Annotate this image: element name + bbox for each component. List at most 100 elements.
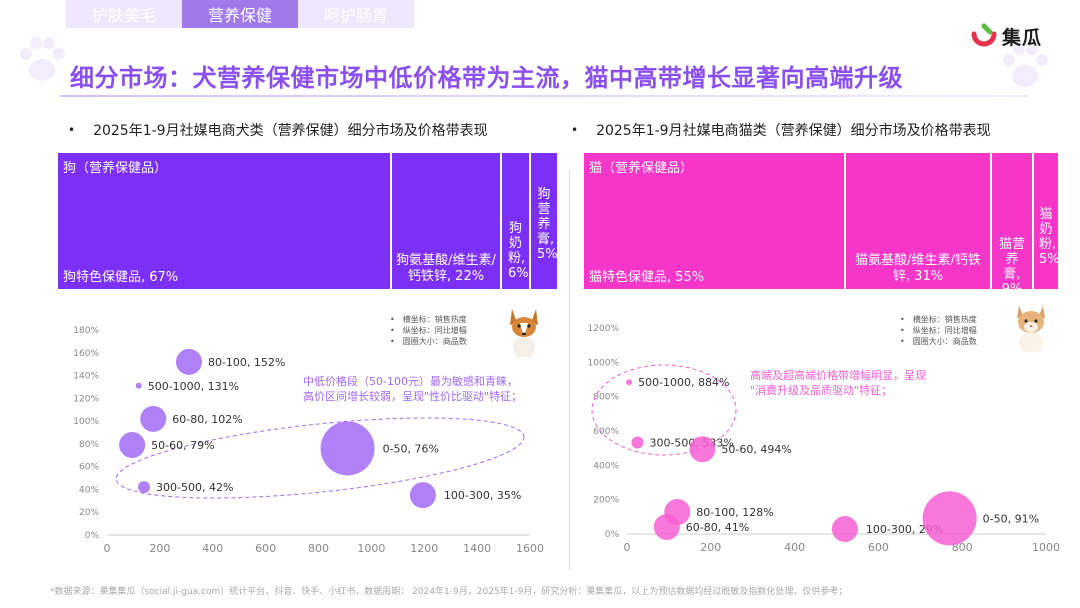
bullet: • bbox=[68, 123, 76, 137]
bullet: • bbox=[571, 123, 579, 137]
bubble-data-label: 0-50, 76% bbox=[383, 442, 439, 455]
bubble-data-label: 60-80, 102% bbox=[172, 413, 242, 426]
legend-y: 纵坐标：同比增幅 bbox=[900, 325, 977, 336]
brand-logo: 集瓜 bbox=[970, 22, 1042, 50]
bubble-point[interactable] bbox=[831, 516, 858, 543]
dog-bubble-chart: 0% 20% 40% 60% 80% 100% 120% 140% 160% 180% 0 200 40… bbox=[73, 326, 544, 555]
bubble-point[interactable] bbox=[631, 436, 644, 449]
y-tick-label: 100% bbox=[73, 417, 99, 427]
tab-nutrition[interactable]: 营养保健 bbox=[182, 0, 298, 28]
treemap-cell-label: 猫氨基酸/维生素/钙铁锌, 31% bbox=[855, 253, 981, 284]
bubble-point[interactable] bbox=[320, 421, 375, 476]
x-tick-label: 200 bbox=[700, 541, 721, 554]
bubble-point[interactable] bbox=[922, 491, 977, 546]
treemap-cell-label: 狗特色保健品, 67% bbox=[63, 270, 179, 285]
y-tick-label: 600% bbox=[593, 427, 619, 437]
bubble-data-label: 500-1000, 884% bbox=[638, 376, 729, 389]
title-divider bbox=[60, 95, 1028, 97]
x-tick-label: 600 bbox=[868, 541, 889, 554]
chart-annotation: 中低价格段（50-100元）最为敏感和青睐， bbox=[303, 374, 518, 388]
chart-annotation: 高价区间增长较弱，呈现"性价比驱动"特征； bbox=[303, 389, 522, 403]
bubble-point[interactable] bbox=[409, 482, 436, 509]
treemap-header: 猫（营养保健品） bbox=[589, 161, 694, 176]
corgi-dog-icon bbox=[510, 309, 538, 357]
x-tick-label: 400 bbox=[784, 541, 805, 554]
bubble-point[interactable] bbox=[135, 382, 142, 389]
bubble-data-label: 0-50, 91% bbox=[983, 512, 1039, 525]
bubble-data-label: 60-80, 41% bbox=[686, 521, 749, 534]
cat-bubble-chart: 0% 200% 400% 600% 800% 1000% 1200% 0 200 400 600 80… bbox=[588, 324, 1060, 554]
treemap-cell-label: 猫营养膏, 9% bbox=[998, 237, 1025, 290]
legend-size: 圆圈大小：商品数 bbox=[900, 336, 977, 347]
legend-x: 横坐标：销售热度 bbox=[900, 314, 977, 325]
y-tick-label: 180% bbox=[73, 326, 99, 336]
paw-watermark-icon bbox=[1003, 43, 1048, 87]
x-tick-label: 0 bbox=[624, 541, 631, 554]
treemap-cell-cat-special: 猫（营养保健品） 猫特色保健品, 55% bbox=[583, 152, 845, 290]
treemap-cell-dog-paste: 狗营养膏, 5% bbox=[530, 152, 558, 290]
y-tick-label: 400% bbox=[593, 461, 619, 471]
x-tick-label: 600 bbox=[255, 542, 276, 555]
x-tick-label: 800 bbox=[308, 542, 329, 555]
y-tick-label: 60% bbox=[79, 463, 99, 473]
y-tick-label: 0% bbox=[605, 530, 620, 540]
x-tick-label: 1000 bbox=[357, 542, 385, 555]
x-tick-label: 1400 bbox=[463, 542, 491, 555]
y-tick-label: 0% bbox=[85, 531, 100, 541]
y-tick-label: 120% bbox=[73, 394, 99, 404]
y-tick-label: 20% bbox=[79, 508, 99, 518]
bubble-point[interactable] bbox=[119, 432, 146, 459]
data-source-footnote: *数据来源：果集集瓜（social.ji-gua.com）统计平台，抖音、快手、… bbox=[50, 587, 848, 597]
legend-y: 纵坐标：同比增幅 bbox=[390, 325, 467, 336]
tab-skin-coat[interactable]: 护肤美毛 bbox=[66, 0, 182, 28]
bubble-data-label: 50-60, 494% bbox=[721, 443, 791, 456]
treemap-cell-label: 狗营养膏, 5% bbox=[537, 187, 558, 262]
bubble-data-label: 80-100, 152% bbox=[208, 356, 285, 369]
treemap-cell-cat-milk: 猫奶粉, 5% bbox=[1033, 152, 1059, 290]
y-tick-label: 1200% bbox=[588, 324, 620, 334]
treemap-cell-label: 狗奶粉, 6% bbox=[508, 221, 529, 281]
y-tick-label: 80% bbox=[79, 440, 99, 450]
bubble-point[interactable] bbox=[138, 481, 151, 494]
bubble-data-label: 100-300, 35% bbox=[444, 489, 521, 502]
category-tabs: 护肤美毛 营养保健 呵护肠胃 bbox=[66, 0, 414, 28]
y-tick-label: 40% bbox=[79, 485, 99, 495]
jigua-logo-icon bbox=[971, 23, 997, 47]
bubble-data-label: 50-60, 79% bbox=[151, 439, 214, 452]
treemap-cell-label: 狗氨基酸/维生素/钙铁锌, 22% bbox=[396, 253, 496, 284]
bubble-point[interactable] bbox=[653, 513, 680, 540]
highlight-ellipse bbox=[591, 364, 737, 456]
x-tick-label: 400 bbox=[202, 542, 223, 555]
x-tick-label: 1600 bbox=[516, 542, 544, 555]
treemap-cell-dog-amino: 狗氨基酸/维生素/钙铁锌, 22% bbox=[391, 152, 501, 290]
y-tick-label: 200% bbox=[593, 496, 619, 506]
treemap-cell-dog-milk: 狗奶粉, 6% bbox=[501, 152, 530, 290]
dog-treemap: 狗（营养保健品） 狗特色保健品, 67% 狗氨基酸/维生素/钙铁锌, 22% 狗… bbox=[57, 152, 558, 290]
bubble-data-label: 80-100, 128% bbox=[696, 506, 773, 519]
y-tick-label: 800% bbox=[593, 393, 619, 403]
legend-size: 圆圈大小：商品数 bbox=[390, 336, 467, 347]
y-tick-label: 160% bbox=[73, 349, 99, 359]
y-tick-label: 1000% bbox=[588, 358, 620, 368]
dog-chart-legend: 横坐标：销售热度 纵坐标：同比增幅 圆圈大小：商品数 bbox=[390, 314, 467, 347]
bubble-data-label: 300-500, 42% bbox=[156, 481, 233, 494]
highlight-ellipse bbox=[115, 417, 525, 499]
cat-chart-legend: 横坐标：销售热度 纵坐标：同比增幅 圆圈大小：商品数 bbox=[900, 314, 977, 347]
treemap-cell-cat-amino: 猫氨基酸/维生素/钙铁锌, 31% bbox=[845, 152, 991, 290]
paw-watermark-icon bbox=[20, 37, 65, 81]
treemap-cell-label: 猫特色保健品, 55% bbox=[589, 270, 705, 285]
treemap-cell-dog-special: 狗（营养保健品） 狗特色保健品, 67% bbox=[57, 152, 391, 290]
x-tick-label: 1000 bbox=[1032, 541, 1060, 554]
bubble-point[interactable] bbox=[626, 379, 633, 386]
cat-section-subtitle: • 2025年1-9月社媒电商猫类（营养保健）细分市场及价格带表现 bbox=[571, 120, 991, 140]
bubble-point[interactable] bbox=[140, 405, 167, 432]
tab-digestion[interactable]: 呵护肠胃 bbox=[298, 0, 414, 28]
dog-section-subtitle: • 2025年1-9月社媒电商犬类（营养保健）细分市场及价格带表现 bbox=[68, 120, 488, 140]
x-tick-label: 1200 bbox=[410, 542, 438, 555]
bubble-point[interactable] bbox=[689, 436, 716, 463]
bubble-point[interactable] bbox=[175, 348, 202, 375]
x-tick-label: 200 bbox=[149, 542, 170, 555]
treemap-cell-cat-paste: 猫营养膏, 9% bbox=[991, 152, 1033, 290]
cat-subtitle-text: 2025年1-9月社媒电商猫类（营养保健）细分市场及价格带表现 bbox=[596, 123, 991, 139]
legend-x: 横坐标：销售热度 bbox=[390, 314, 467, 325]
